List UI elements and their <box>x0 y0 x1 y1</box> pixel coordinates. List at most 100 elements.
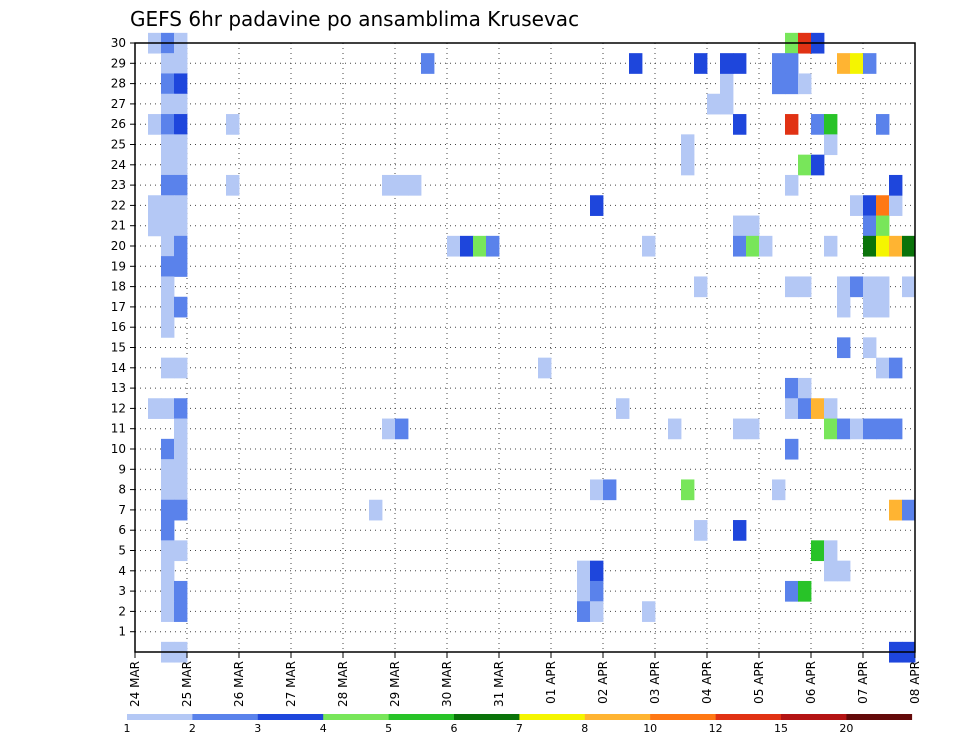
heatmap-cell <box>811 398 825 419</box>
heatmap-cell <box>148 195 162 216</box>
colorbar-label: 5 <box>385 722 392 735</box>
heatmap-cell <box>590 195 604 216</box>
colorbar-label: 7 <box>516 722 523 735</box>
heatmap-cell <box>733 114 747 135</box>
heatmap-cell <box>174 580 188 602</box>
heatmap-cell <box>863 418 877 440</box>
heatmap-cell <box>824 540 838 562</box>
heatmap-cell <box>694 520 708 541</box>
heatmap-cell <box>161 540 175 562</box>
colorbar-swatch <box>127 714 193 720</box>
heatmap-cell <box>798 73 812 95</box>
heatmap-cell <box>889 195 903 216</box>
heatmap-cell <box>590 560 604 582</box>
heatmap-cell <box>161 296 175 318</box>
y-tick-label: 17 <box>111 300 126 314</box>
heatmap-cell <box>798 580 812 602</box>
y-tick-label: 19 <box>111 259 126 273</box>
y-tick-label: 1 <box>118 625 126 639</box>
x-tick-label: 27 MAR <box>284 661 298 707</box>
x-tick-label: 07 APR <box>856 661 870 704</box>
heatmap-cell <box>772 53 786 74</box>
heatmap-cell <box>382 418 396 440</box>
heatmap-cell <box>694 53 708 74</box>
heatmap-cell <box>408 174 422 196</box>
heatmap-cell <box>421 53 435 74</box>
heatmap-cell <box>720 53 734 74</box>
heatmap-cell <box>161 438 175 460</box>
heatmap-cell <box>681 154 695 176</box>
x-tick-label: 05 APR <box>752 661 766 704</box>
heatmap-cell <box>746 215 760 237</box>
heatmap-cell <box>369 499 383 521</box>
heatmap-cell <box>161 195 175 216</box>
x-tick-label: 24 MAR <box>128 661 142 707</box>
y-tick-label: 12 <box>111 401 126 415</box>
heatmap-cell <box>161 499 175 521</box>
heatmap-cell <box>161 256 175 277</box>
heatmap-cell <box>616 398 630 419</box>
heatmap-cell <box>538 357 552 379</box>
heatmap-cell <box>603 479 617 501</box>
heatmap-cell <box>161 276 175 298</box>
y-tick-label: 13 <box>111 381 126 395</box>
heatmap-cell <box>785 114 799 135</box>
heatmap-cell <box>590 601 604 622</box>
y-tick-label: 21 <box>111 219 126 233</box>
y-tick-label: 6 <box>118 523 126 537</box>
heatmap-cell <box>876 215 890 237</box>
y-tick-label: 2 <box>118 604 126 618</box>
y-tick-label: 3 <box>118 584 126 598</box>
heatmap-cell <box>785 580 799 602</box>
heatmap-cell <box>148 114 162 135</box>
heatmap-cell <box>876 235 890 257</box>
colorbar-swatch <box>323 714 389 720</box>
colorbar-label: 1 <box>124 722 131 735</box>
x-tick-label: 08 APR <box>908 661 922 704</box>
heatmap-cell <box>174 499 188 521</box>
heatmap-cell <box>161 134 175 156</box>
heatmap-cell <box>382 174 396 196</box>
heatmap-cell <box>863 276 877 298</box>
y-tick-label: 28 <box>111 77 126 91</box>
y-tick-label: 25 <box>111 138 126 152</box>
y-tick-label: 27 <box>111 97 126 111</box>
heatmap-cell <box>798 398 812 419</box>
heatmap-cell <box>174 73 188 95</box>
y-tick-label: 8 <box>118 483 126 497</box>
colorbar-label: 6 <box>451 722 458 735</box>
heatmap-cell <box>174 398 188 419</box>
colorbar-label: 8 <box>581 722 588 735</box>
heatmap-cell <box>174 418 188 440</box>
heatmap-cell <box>174 601 188 622</box>
heatmap-cell <box>785 377 799 399</box>
heatmap-cell <box>174 174 188 196</box>
heatmap-cell <box>863 215 877 237</box>
colorbar-label: 15 <box>774 722 788 735</box>
heatmap-cell <box>837 276 851 298</box>
heatmap-cell <box>876 114 890 135</box>
colorbar-swatch <box>781 714 847 720</box>
heatmap-cell <box>876 195 890 216</box>
y-tick-label: 29 <box>111 56 126 70</box>
colorbar-swatch <box>584 714 651 720</box>
colorbar-swatch <box>388 714 455 720</box>
heatmap-cell <box>746 235 760 257</box>
heatmap-cell <box>161 601 175 622</box>
chart-title: GEFS 6hr padavine po ansamblima Krusevac <box>130 7 579 31</box>
heatmap-cell <box>577 560 591 582</box>
heatmap-cell <box>174 540 188 562</box>
colorbar-label: 2 <box>189 722 196 735</box>
heatmap-cell <box>161 174 175 196</box>
heatmap-cell <box>785 438 799 460</box>
y-tick-label: 4 <box>118 564 126 578</box>
heatmap-cell <box>837 418 851 440</box>
heatmap-cell <box>824 235 838 257</box>
heatmap-cell <box>876 276 890 298</box>
heatmap-cell <box>902 499 916 521</box>
heatmap-cell <box>473 235 487 257</box>
y-tick-label: 26 <box>111 117 126 131</box>
heatmap-cell <box>161 114 175 135</box>
heatmap-cell <box>161 520 175 541</box>
